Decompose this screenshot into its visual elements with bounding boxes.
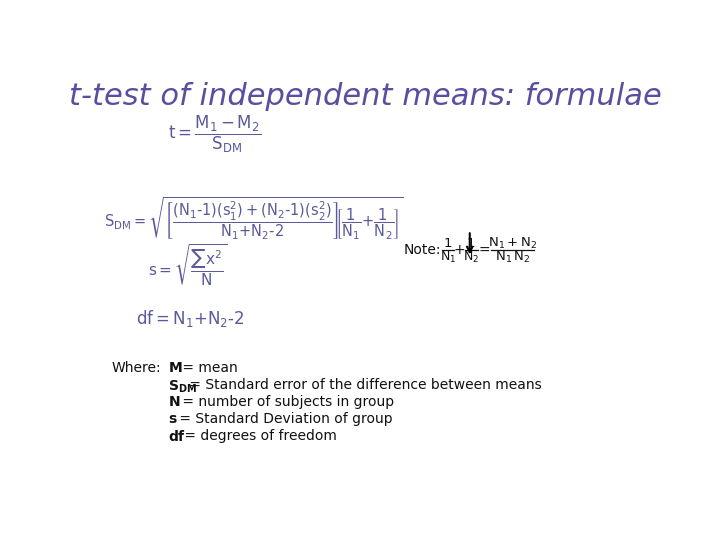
Text: $\mathsf{N}_2$: $\mathsf{N}_2$ bbox=[463, 249, 480, 265]
Text: = Standard error of the difference between means: = Standard error of the difference betwe… bbox=[184, 378, 541, 392]
Text: $\mathsf{s} = \sqrt{\dfrac{\sum \mathsf{x}^2}{\mathsf{N}}}$: $\mathsf{s} = \sqrt{\dfrac{\sum \mathsf{… bbox=[148, 242, 228, 288]
Text: $\mathsf{N}_1 + \mathsf{N}_2$: $\mathsf{N}_1 + \mathsf{N}_2$ bbox=[487, 236, 537, 251]
Text: $\mathbf{s}$: $\mathbf{s}$ bbox=[168, 412, 177, 426]
Text: $\mathsf{t} = \dfrac{\mathsf{M}_1\,\mathsf{-}\,\mathsf{M}_2}{\mathsf{S}_{\mathsf: $\mathsf{t} = \dfrac{\mathsf{M}_1\,\math… bbox=[168, 113, 261, 154]
Text: t-test of independent means: formulae: t-test of independent means: formulae bbox=[68, 82, 662, 111]
Text: Where:: Where: bbox=[112, 361, 161, 375]
Text: +: + bbox=[454, 244, 466, 258]
Text: $\mathsf{df} = \mathsf{N}_1\text{+}\mathsf{N}_2\text{-}2$: $\mathsf{df} = \mathsf{N}_1\text{+}\math… bbox=[137, 308, 246, 329]
Text: $\mathbf{M}$: $\mathbf{M}$ bbox=[168, 361, 182, 375]
Text: =: = bbox=[479, 244, 490, 258]
Text: = Standard Deviation of group: = Standard Deviation of group bbox=[175, 412, 393, 426]
Text: $\mathsf{N}_1$: $\mathsf{N}_1$ bbox=[440, 249, 456, 265]
Text: $\mathsf{N}_1\,\mathsf{N}_2$: $\mathsf{N}_1\,\mathsf{N}_2$ bbox=[495, 249, 530, 265]
Text: Note:: Note: bbox=[404, 242, 441, 256]
Text: 1: 1 bbox=[467, 237, 475, 250]
Text: $\mathbf{N}$: $\mathbf{N}$ bbox=[168, 395, 180, 409]
Text: = degrees of freedom: = degrees of freedom bbox=[180, 429, 337, 443]
Text: = mean: = mean bbox=[178, 361, 238, 375]
Text: $\mathbf{S}_{\mathbf{DM}}$: $\mathbf{S}_{\mathbf{DM}}$ bbox=[168, 378, 197, 395]
Text: $\mathsf{S}_{\mathsf{DM}} = \sqrt{\left[\dfrac{(\mathsf{N}_1\text{-}1)(\mathsf{s: $\mathsf{S}_{\mathsf{DM}} = \sqrt{\left[… bbox=[104, 195, 404, 242]
Text: $\mathbf{df}$: $\mathbf{df}$ bbox=[168, 429, 186, 444]
Text: 1: 1 bbox=[444, 237, 452, 250]
Text: = number of subjects in group: = number of subjects in group bbox=[178, 395, 394, 409]
